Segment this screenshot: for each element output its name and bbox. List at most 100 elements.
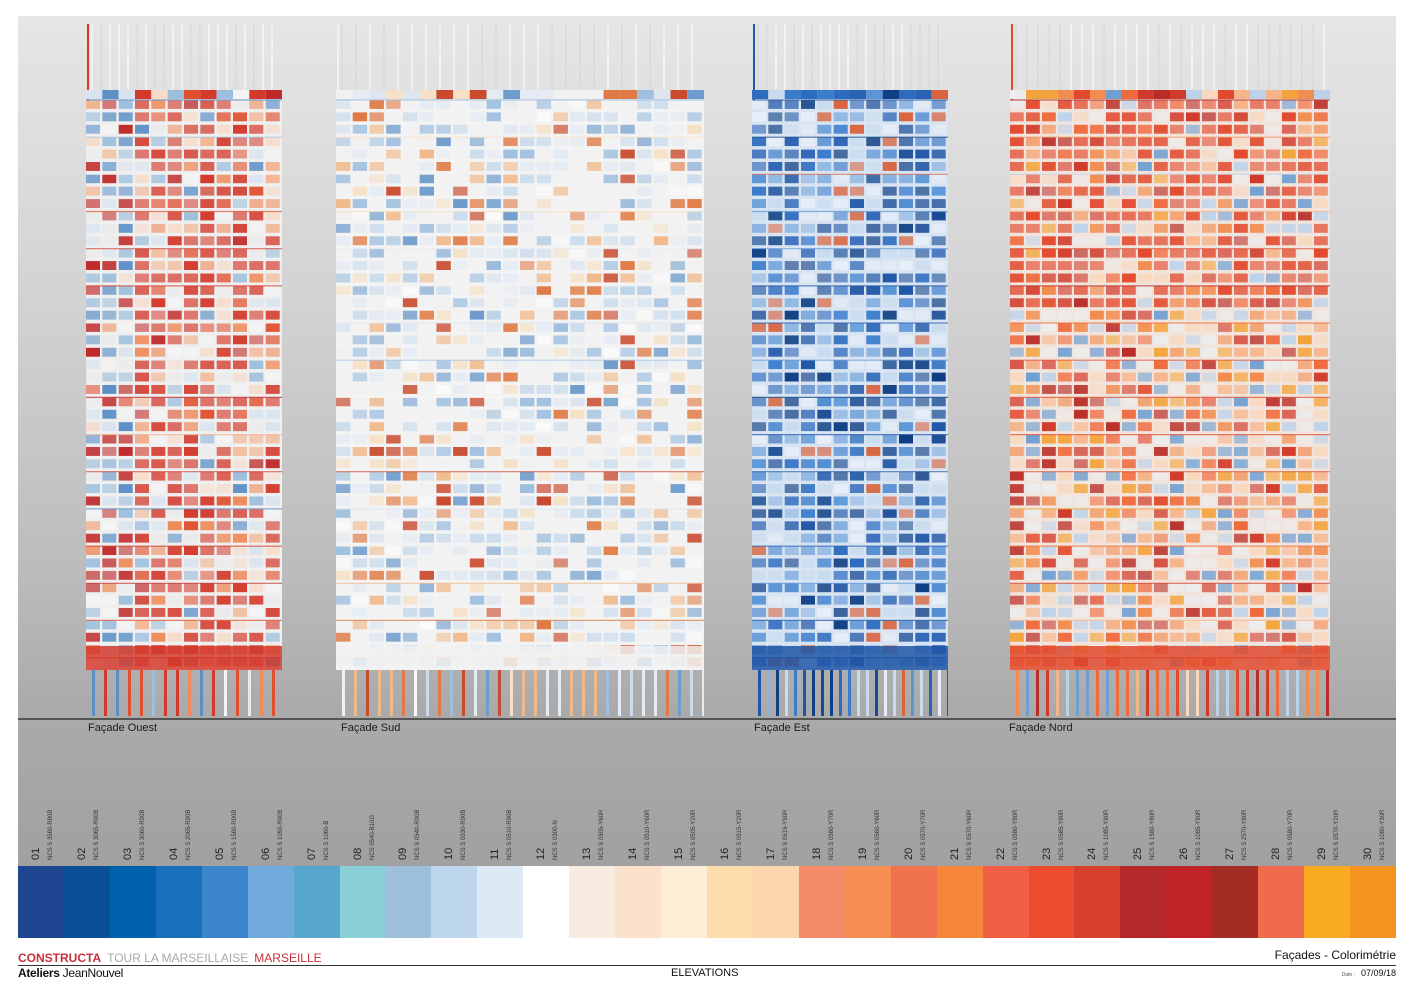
client-name: CONSTRUCTA	[18, 951, 102, 965]
color-swatch-29	[1304, 866, 1351, 938]
ncs-reference: NCS S 3560-R80B	[48, 809, 54, 860]
color-swatch-05	[201, 866, 249, 938]
color-swatch-01	[18, 866, 65, 938]
ncs-reference: NCS S 0510-R90B	[507, 809, 514, 860]
color-code-08: 08 NCS 0540-B10G	[348, 790, 394, 860]
color-code-04: 04 NCS S 2065-R90B	[164, 790, 210, 860]
color-number: 15	[673, 847, 686, 860]
architect-bold: Ateliers	[18, 966, 60, 980]
facade-sud-label: Façade Sud	[341, 722, 401, 734]
ncs-reference: NCS S 1085-Y90R	[1196, 809, 1203, 860]
color-number: 29	[1316, 847, 1329, 860]
architect-name: JeanNouvel	[62, 966, 124, 980]
ground-line	[18, 718, 1396, 720]
color-number: 10	[443, 847, 456, 860]
color-swatch-03	[109, 866, 157, 938]
color-code-17: 17 NCS S 0515-Y50R	[761, 790, 807, 860]
color-swatch-04	[155, 866, 203, 938]
ncs-reference: NCS S 0540-R90B	[415, 809, 422, 860]
color-number: 09	[397, 847, 410, 860]
color-swatch-09	[385, 866, 432, 938]
color-swatch-22	[982, 866, 1030, 938]
facade-ouest-elevation	[86, 24, 282, 716]
color-code-11: 11 NCS S 0510-R90B	[485, 790, 531, 860]
facade-nord-label: Façade Nord	[1009, 722, 1073, 734]
color-code-30: 30 NCS S 1080-Y30R	[1358, 790, 1396, 860]
color-palette	[18, 866, 1396, 938]
color-number: 12	[535, 847, 548, 860]
color-code-24: 24 NCS S 1085-Y80R	[1082, 790, 1128, 860]
color-number: 26	[1178, 847, 1191, 860]
color-code-14: 14 NCS S 0510-Y60R	[623, 790, 669, 860]
color-code-18: 18 NCS S 0560-Y70R	[807, 790, 853, 860]
facade-drawing	[336, 24, 704, 716]
color-number: 27	[1224, 847, 1237, 860]
project-name: TOUR LA MARSEILLAISE	[107, 951, 249, 965]
color-code-22: 22 NCS S 0580-Y80R	[991, 790, 1037, 860]
ncs-reference: NCS S 0580-Y70R	[1288, 809, 1295, 860]
color-code-12: 12 NCS S 0300-N	[531, 790, 577, 860]
color-swatch-18	[798, 866, 846, 938]
color-number: 06	[259, 847, 272, 860]
facade-est-elevation	[752, 24, 948, 716]
color-number: 11	[489, 848, 502, 860]
color-swatch-16	[707, 866, 754, 938]
color-number: 19	[856, 847, 869, 860]
color-number: 30	[1362, 847, 1375, 860]
drawing-name: ELEVATIONS	[671, 967, 739, 979]
color-code-27: 27 NCS S 2570-Y80R	[1220, 790, 1266, 860]
ncs-reference: NCS S 0300-N	[553, 820, 560, 860]
color-swatch-20	[890, 866, 938, 938]
project-title: CONSTRUCTA TOUR LA MARSEILLAISE MARSEILLE	[18, 951, 322, 965]
ncs-reference: NCS S 2065-R90B	[185, 809, 192, 860]
ncs-reference: NCS S 2570-Y80R	[1242, 809, 1249, 860]
color-swatch-10	[431, 866, 478, 938]
facade-est-label: Façade Est	[754, 722, 810, 734]
color-swatch-24	[1074, 866, 1121, 938]
color-swatch-26	[1166, 866, 1213, 938]
ncs-reference: NCS S 0505-Y20R	[691, 809, 698, 860]
ncs-reference: NCS S 1580-Y80R	[1150, 809, 1157, 860]
color-code-02: 02 NCS S 3065-R90B	[72, 790, 118, 860]
color-swatch-02	[63, 866, 111, 938]
color-code-26: 26 NCS S 1085-Y90R	[1174, 790, 1220, 860]
title-block: CONSTRUCTA TOUR LA MARSEILLAISE MARSEILLE …	[18, 944, 1396, 1000]
city-name: MARSEILLE	[254, 951, 322, 965]
color-code-15: 15 NCS S 0505-Y20R	[669, 790, 715, 860]
color-code-06: 06 NCS S 1050-R90B	[256, 790, 302, 860]
drawing-date: Date : 07/09/18	[1342, 968, 1396, 978]
color-code-10: 10 NCS S 0530-R90B	[439, 790, 485, 860]
color-code-19: 19 NCS S 0560-Y60R	[853, 790, 899, 860]
ncs-reference: NCS S 0580-Y80R	[1012, 809, 1019, 860]
color-number: 22	[994, 847, 1007, 860]
sheet-title: Façades - Colorimétrie	[1274, 948, 1396, 962]
color-swatch-12	[523, 866, 570, 938]
ncs-reference: NCS S 1560-R90B	[231, 809, 238, 860]
color-number: 23	[1040, 847, 1053, 860]
ncs-reference: NCS S 0505-Y60R	[599, 809, 606, 860]
ncs-reference: NCS S 0515-Y20R	[737, 809, 743, 860]
color-number: 07	[305, 847, 318, 860]
color-number: 25	[1132, 847, 1145, 860]
color-number: 03	[121, 847, 134, 860]
color-number: 21	[948, 847, 961, 860]
ncs-reference: NCS S 1050-R90B	[277, 809, 284, 860]
color-code-13: 13 NCS S 0505-Y60R	[577, 790, 623, 860]
color-number: 08	[351, 847, 364, 860]
color-swatch-14	[615, 866, 662, 938]
color-swatch-25	[1120, 866, 1167, 938]
color-code-07: 07 NCS S 1060-B	[302, 790, 348, 860]
date-label: Date :	[1341, 972, 1355, 978]
ncs-reference: NCS S 0570-Y60R	[966, 809, 973, 860]
facade-nord-elevation	[1010, 24, 1330, 716]
color-number: 04	[167, 847, 180, 860]
color-swatch-28	[1258, 866, 1305, 938]
date-value: 07/09/18	[1360, 968, 1396, 978]
color-number: 02	[75, 847, 88, 860]
ncs-reference: NCS S 0570-Y20R	[1334, 809, 1341, 860]
ncs-reference: NCS S 3065-R90B	[93, 809, 100, 860]
ncs-reference: NCS S 1080-Y30R	[1380, 809, 1387, 860]
color-code-21: 21 NCS S 0570-Y60R	[945, 790, 991, 860]
facade-ouest-label: Façade Ouest	[88, 722, 158, 734]
ncs-reference: NCS S 3060-R90B	[139, 809, 146, 860]
